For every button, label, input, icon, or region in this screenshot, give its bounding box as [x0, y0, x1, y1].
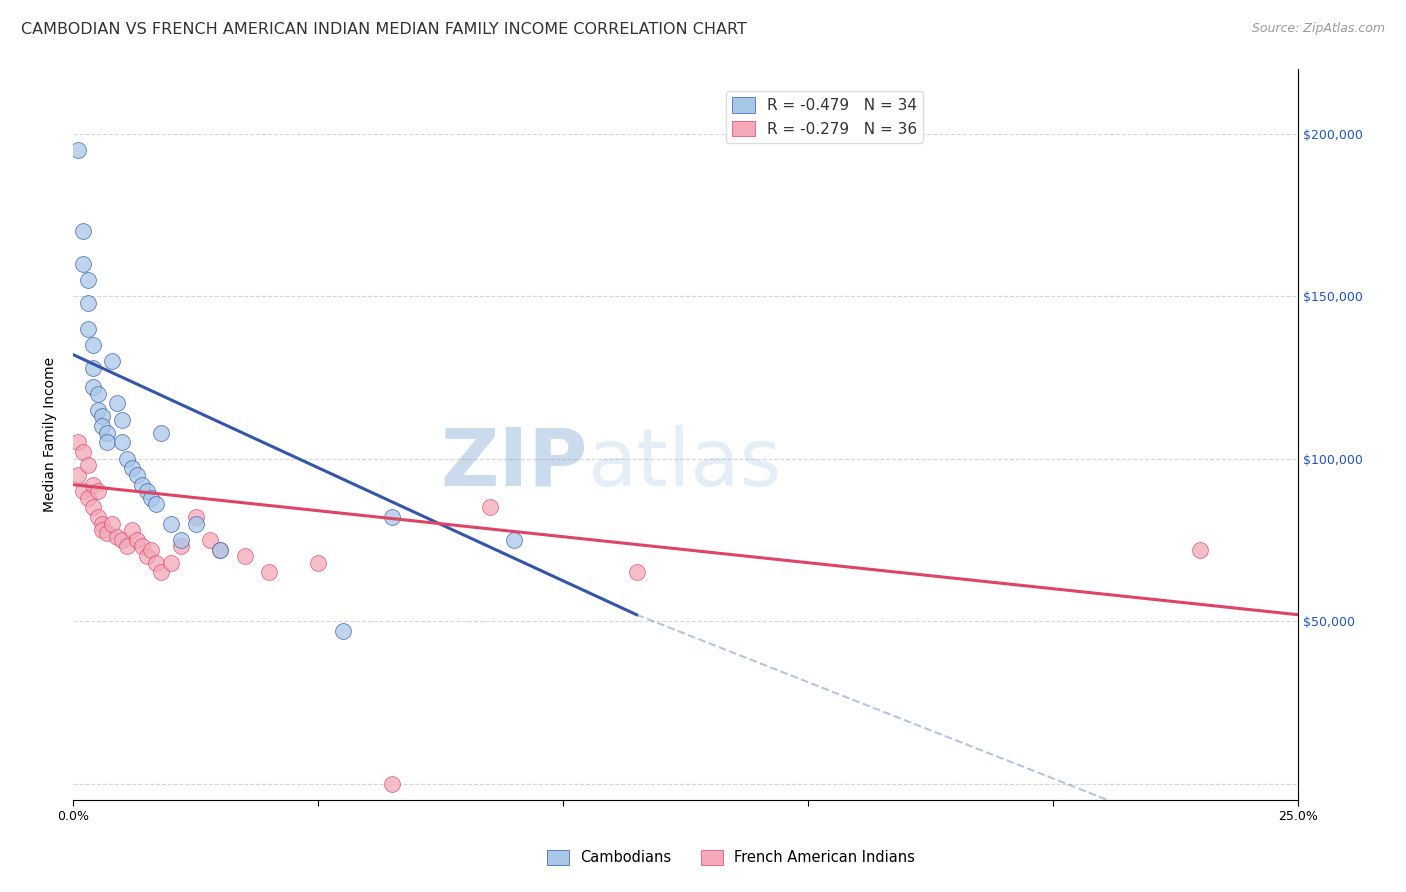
- Point: [105, 396, 128, 410]
- Text: CAMBODIAN VS FRENCH AMERICAN INDIAN MEDIAN FAMILY INCOME CORRELATION CHART: CAMBODIAN VS FRENCH AMERICAN INDIAN MEDI…: [21, 22, 747, 37]
- Point: [209, 542, 232, 557]
- Point: [82, 477, 104, 491]
- Text: Source: ZipAtlas.com: Source: ZipAtlas.com: [1251, 22, 1385, 36]
- Point: [125, 467, 148, 482]
- Point: [82, 360, 104, 375]
- Point: [209, 542, 232, 557]
- Point: [160, 516, 183, 531]
- Point: [72, 224, 94, 238]
- Point: [150, 425, 173, 440]
- Point: [86, 510, 108, 524]
- Point: [86, 484, 108, 499]
- Point: [307, 556, 329, 570]
- Point: [82, 500, 104, 515]
- Point: [135, 484, 157, 499]
- Point: [82, 380, 104, 394]
- Point: [91, 409, 114, 424]
- Point: [131, 540, 153, 554]
- Point: [131, 477, 153, 491]
- Point: [503, 533, 526, 547]
- Point: [125, 533, 148, 547]
- Point: [233, 549, 256, 564]
- Point: [121, 461, 143, 475]
- Point: [141, 542, 163, 557]
- Point: [91, 516, 114, 531]
- Point: [332, 624, 354, 638]
- Point: [72, 257, 94, 271]
- Point: [76, 273, 98, 287]
- Point: [76, 458, 98, 473]
- Point: [121, 523, 143, 537]
- Point: [86, 386, 108, 401]
- Point: [135, 549, 157, 564]
- Point: [66, 143, 89, 157]
- Point: [72, 445, 94, 459]
- Legend: Cambodians, French American Indians: Cambodians, French American Indians: [541, 844, 921, 871]
- Point: [76, 491, 98, 505]
- Point: [96, 435, 118, 450]
- Point: [96, 425, 118, 440]
- Point: [101, 354, 124, 368]
- Point: [381, 510, 404, 524]
- Point: [150, 566, 173, 580]
- Point: [478, 500, 501, 515]
- Point: [1189, 542, 1212, 557]
- Y-axis label: Median Family Income: Median Family Income: [44, 357, 58, 512]
- Point: [76, 295, 98, 310]
- Point: [91, 523, 114, 537]
- Point: [257, 566, 280, 580]
- Point: [111, 533, 134, 547]
- Point: [66, 467, 89, 482]
- Point: [160, 556, 183, 570]
- Point: [115, 451, 138, 466]
- Point: [82, 338, 104, 352]
- Point: [111, 412, 134, 426]
- Point: [141, 491, 163, 505]
- Point: [145, 556, 167, 570]
- Point: [66, 435, 89, 450]
- Point: [626, 566, 648, 580]
- Point: [86, 403, 108, 417]
- Point: [145, 497, 167, 511]
- Point: [111, 435, 134, 450]
- Point: [184, 516, 207, 531]
- Point: [91, 419, 114, 434]
- Legend: R = -0.479   N = 34, R = -0.279   N = 36: R = -0.479 N = 34, R = -0.279 N = 36: [725, 91, 922, 143]
- Point: [72, 484, 94, 499]
- Point: [76, 321, 98, 335]
- Point: [115, 540, 138, 554]
- Point: [96, 526, 118, 541]
- Point: [170, 540, 193, 554]
- Point: [170, 533, 193, 547]
- Point: [101, 516, 124, 531]
- Text: atlas: atlas: [588, 425, 782, 502]
- Point: [184, 510, 207, 524]
- Text: ZIP: ZIP: [440, 425, 588, 502]
- Point: [200, 533, 222, 547]
- Point: [105, 530, 128, 544]
- Point: [381, 777, 404, 791]
